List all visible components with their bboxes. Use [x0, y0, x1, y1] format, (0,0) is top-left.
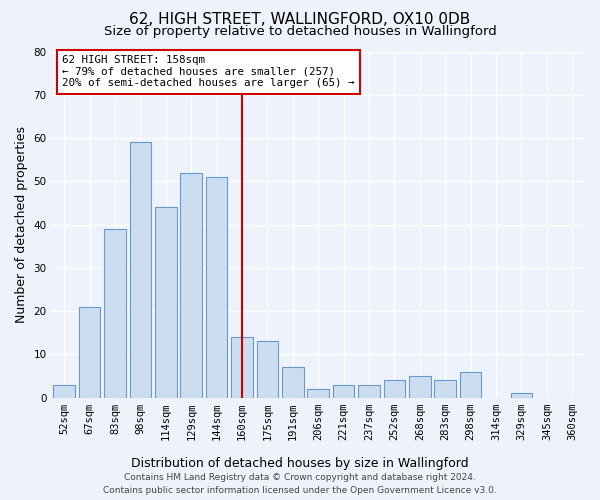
Bar [79, 307, 100, 398]
Text: Size of property relative to detached houses in Wallingford: Size of property relative to detached ho… [104, 25, 496, 38]
Bar [257, 342, 278, 398]
Y-axis label: Number of detached properties: Number of detached properties [15, 126, 28, 323]
Bar [231, 337, 253, 398]
Bar [383, 380, 405, 398]
Bar [130, 142, 151, 398]
Text: Contains HM Land Registry data © Crown copyright and database right 2024.
Contai: Contains HM Land Registry data © Crown c… [103, 474, 497, 495]
Bar [206, 177, 227, 398]
Text: 62 HIGH STREET: 158sqm
← 79% of detached houses are smaller (257)
20% of semi-de: 62 HIGH STREET: 158sqm ← 79% of detached… [62, 55, 355, 88]
Bar [358, 384, 380, 398]
Text: Distribution of detached houses by size in Wallingford: Distribution of detached houses by size … [131, 458, 469, 470]
Bar [460, 372, 481, 398]
Bar [409, 376, 431, 398]
Bar [434, 380, 456, 398]
Text: 62, HIGH STREET, WALLINGFORD, OX10 0DB: 62, HIGH STREET, WALLINGFORD, OX10 0DB [130, 12, 470, 28]
Bar [333, 384, 355, 398]
Bar [104, 229, 126, 398]
Bar [307, 389, 329, 398]
Bar [181, 172, 202, 398]
Bar [53, 384, 75, 398]
Bar [511, 394, 532, 398]
Bar [155, 208, 176, 398]
Bar [282, 368, 304, 398]
